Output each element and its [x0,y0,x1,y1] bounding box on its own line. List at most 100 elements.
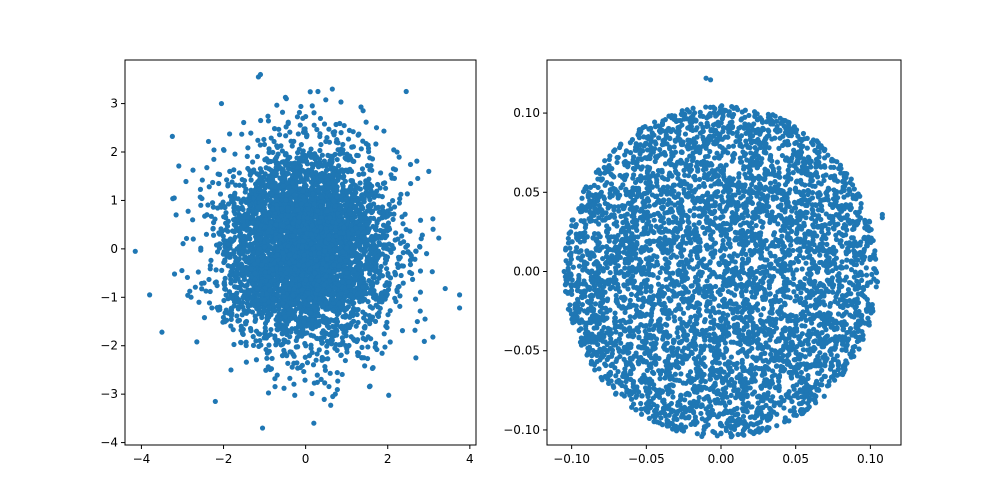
left-plot-point [294,114,301,120]
left-plot-point [255,234,261,241]
left-plot-point [326,139,333,145]
left-plot-point [256,308,262,315]
left-plot-point [335,147,341,153]
left-plot-point [343,270,350,276]
left-plot-point [339,174,345,180]
left-plot-point [369,167,375,173]
left-plot-point [361,235,368,241]
left-plot-point [241,177,248,184]
left-plot-point [288,195,294,201]
left-plot-point [388,249,394,255]
left-plot-point [290,180,296,186]
left-plot-point [372,318,379,324]
left-plot-point [288,138,294,144]
left-plot-point [317,147,323,154]
left-plot-point [330,237,336,243]
left-plot-point [236,256,243,262]
left-plot-point [352,204,358,211]
left-plot-point [224,220,230,226]
left-plot-point [321,121,328,127]
left-plot-point [402,211,408,217]
left-plot-point [294,316,300,322]
left-plot-point [234,313,240,319]
left-plot-point [225,181,231,188]
left-plot-point [322,248,328,254]
left-plot-point [240,294,246,300]
left-plot-point [358,146,364,152]
left-plot-point [209,305,215,311]
left-plot-point [270,296,276,302]
left-plot-point [326,232,332,239]
left-plot-point [354,338,360,345]
left-plot-point [330,296,336,302]
left-plot-point [300,188,306,194]
left-plot-point [213,279,219,285]
left-plot-point [198,202,204,208]
left-plot-point [268,191,275,197]
left-plot-point [259,314,265,321]
left-plot-point [378,170,384,176]
left-plot-point [239,131,245,137]
left-plot-point [321,356,327,362]
left-plot-point [351,158,357,164]
left-plot-point [245,165,251,172]
left-plot-point [316,347,322,353]
left-plot-point [332,224,338,230]
left-plot-point [386,226,393,232]
left-plot-point [276,310,282,317]
left-plot-point [304,360,311,366]
left-plot-point [222,286,229,292]
left-plot-point [192,284,198,290]
left-plot-point [270,149,276,155]
left-plot-point [299,168,305,174]
left-plot-point [261,141,268,148]
left-plot-point [262,199,268,205]
left-plot-point [326,268,332,274]
left-plot-point [266,226,272,233]
left-plot-point [232,254,238,260]
left-plot-point [250,334,256,340]
left-plot-point [386,201,392,208]
left-plot-point [338,193,344,199]
left-plot-point [179,267,185,274]
left-plot-point [313,213,319,219]
left-plot-point [417,217,424,223]
left-plot-point [242,283,248,289]
left-plot-point [274,292,281,298]
left-plot-point [318,224,324,230]
left-plot-point [301,257,307,263]
left-plot-point [281,337,287,343]
left-plot-point [244,153,250,159]
left-plot-point [305,290,312,296]
left-plot-point [414,318,420,325]
left-plot-point [326,287,332,293]
left-plot-point [333,121,339,128]
left-plot-point [228,323,234,329]
left-plot-point [300,178,306,184]
left-plot-point [373,340,379,346]
left-plot-point [278,244,284,250]
left-plot-point [317,131,323,137]
left-plot-point [362,289,368,296]
left-plot-point [350,245,356,251]
left-plot-point [257,142,263,148]
left-plot-point [325,202,331,208]
left-plot-point [271,138,277,145]
left-plot-point [323,173,329,179]
left-plot-point [314,313,320,319]
left-plot-point [276,126,282,132]
left-plot-point [338,99,344,105]
left-plot-point [207,262,213,269]
left-plot-point [246,260,252,266]
left-plot-point [243,342,249,349]
left-plot-point [265,390,272,396]
left-plot-point [301,368,307,375]
left-plot-point [278,206,285,212]
left-plot-point [334,369,340,376]
left-plot-point [212,216,218,222]
left-plot-point [243,321,249,327]
left-plot-point [262,244,268,250]
left-plot-point [289,143,295,149]
left-plot-point [236,170,242,176]
left-plot-point [307,295,313,302]
